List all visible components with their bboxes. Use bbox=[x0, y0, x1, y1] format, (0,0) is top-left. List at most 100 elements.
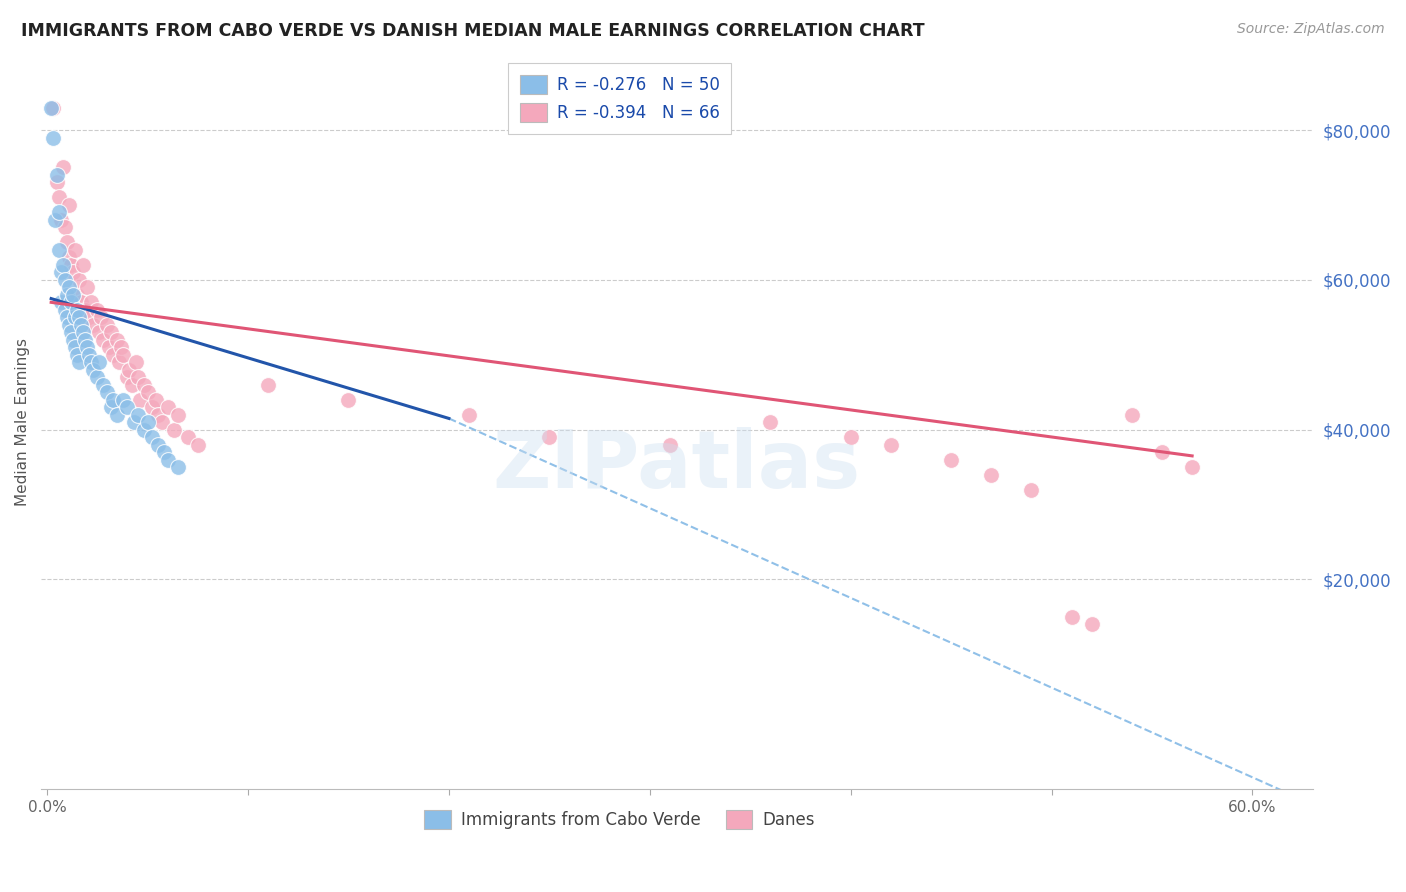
Point bbox=[156, 452, 179, 467]
Point bbox=[86, 370, 108, 384]
Point bbox=[75, 333, 97, 347]
Point bbox=[117, 401, 139, 415]
Point bbox=[107, 408, 129, 422]
Point bbox=[53, 220, 76, 235]
Point bbox=[70, 318, 93, 332]
Point bbox=[89, 326, 111, 340]
Point bbox=[1121, 408, 1143, 422]
Point bbox=[58, 318, 80, 332]
Point bbox=[98, 340, 121, 354]
Point bbox=[60, 295, 83, 310]
Point bbox=[56, 310, 79, 325]
Point bbox=[46, 168, 69, 182]
Point bbox=[51, 295, 73, 310]
Point bbox=[152, 445, 174, 459]
Point bbox=[1080, 617, 1102, 632]
Point bbox=[53, 302, 76, 317]
Point bbox=[538, 430, 561, 444]
Point bbox=[118, 363, 141, 377]
Point bbox=[80, 295, 103, 310]
Point bbox=[62, 288, 84, 302]
Point bbox=[76, 280, 98, 294]
Point bbox=[156, 401, 179, 415]
Point bbox=[128, 392, 150, 407]
Point bbox=[132, 423, 155, 437]
Point bbox=[52, 258, 75, 272]
Point bbox=[150, 415, 173, 429]
Point bbox=[112, 348, 135, 362]
Point bbox=[82, 363, 104, 377]
Point bbox=[103, 348, 125, 362]
Point bbox=[93, 333, 115, 347]
Point bbox=[48, 190, 70, 204]
Point bbox=[62, 333, 84, 347]
Point bbox=[93, 377, 115, 392]
Point bbox=[72, 326, 94, 340]
Text: IMMIGRANTS FROM CABO VERDE VS DANISH MEDIAN MALE EARNINGS CORRELATION CHART: IMMIGRANTS FROM CABO VERDE VS DANISH MED… bbox=[21, 22, 925, 40]
Point bbox=[458, 408, 481, 422]
Y-axis label: Median Male Earnings: Median Male Earnings bbox=[15, 338, 30, 506]
Point bbox=[67, 355, 90, 369]
Point bbox=[96, 385, 118, 400]
Point bbox=[136, 415, 159, 429]
Point bbox=[39, 101, 62, 115]
Point bbox=[82, 318, 104, 332]
Point bbox=[56, 288, 79, 302]
Point bbox=[58, 198, 80, 212]
Point bbox=[44, 213, 66, 227]
Point bbox=[187, 437, 209, 451]
Point bbox=[107, 333, 129, 347]
Point bbox=[58, 251, 80, 265]
Point bbox=[141, 430, 163, 444]
Point bbox=[65, 340, 87, 354]
Point bbox=[66, 348, 89, 362]
Point bbox=[658, 437, 681, 451]
Point bbox=[80, 355, 103, 369]
Point bbox=[257, 377, 280, 392]
Point bbox=[100, 401, 122, 415]
Point bbox=[141, 401, 163, 415]
Point bbox=[76, 340, 98, 354]
Point bbox=[939, 452, 962, 467]
Point bbox=[60, 258, 83, 272]
Point bbox=[163, 423, 186, 437]
Point bbox=[127, 370, 149, 384]
Point bbox=[980, 467, 1002, 482]
Point bbox=[122, 415, 145, 429]
Text: Source: ZipAtlas.com: Source: ZipAtlas.com bbox=[1237, 22, 1385, 37]
Point bbox=[117, 370, 139, 384]
Point bbox=[136, 385, 159, 400]
Point bbox=[65, 243, 87, 257]
Point bbox=[880, 437, 903, 451]
Point bbox=[89, 355, 111, 369]
Point bbox=[839, 430, 862, 444]
Point bbox=[96, 318, 118, 332]
Point bbox=[51, 265, 73, 279]
Point bbox=[52, 161, 75, 175]
Point bbox=[51, 213, 73, 227]
Point bbox=[75, 302, 97, 317]
Point bbox=[56, 235, 79, 250]
Point bbox=[121, 377, 143, 392]
Point bbox=[79, 310, 101, 325]
Point bbox=[166, 460, 188, 475]
Point bbox=[103, 392, 125, 407]
Point bbox=[66, 302, 89, 317]
Point bbox=[1181, 460, 1204, 475]
Point bbox=[759, 415, 782, 429]
Point bbox=[67, 310, 90, 325]
Point bbox=[146, 437, 169, 451]
Legend: Immigrants from Cabo Verde, Danes: Immigrants from Cabo Verde, Danes bbox=[418, 804, 821, 836]
Point bbox=[48, 243, 70, 257]
Point bbox=[100, 326, 122, 340]
Point bbox=[132, 377, 155, 392]
Point bbox=[62, 265, 84, 279]
Point bbox=[166, 408, 188, 422]
Point bbox=[60, 326, 83, 340]
Point bbox=[1060, 610, 1083, 624]
Point bbox=[53, 273, 76, 287]
Point bbox=[70, 295, 93, 310]
Point bbox=[127, 408, 149, 422]
Point bbox=[124, 355, 146, 369]
Point bbox=[65, 310, 87, 325]
